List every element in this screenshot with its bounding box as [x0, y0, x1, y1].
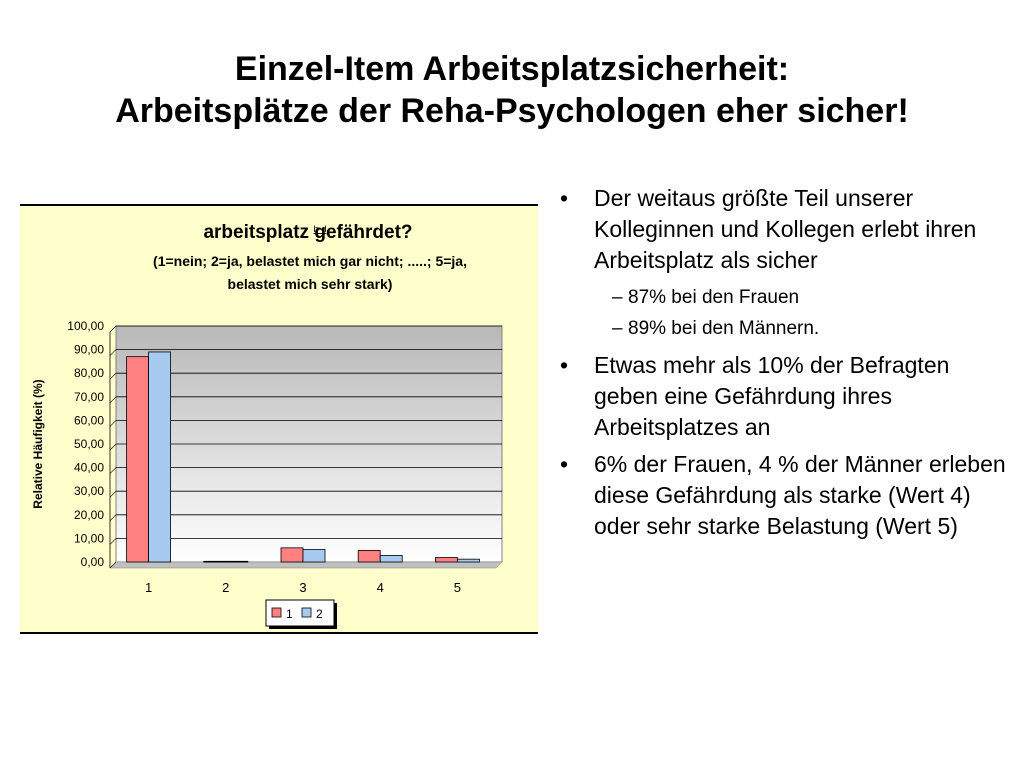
bullet-dot: • [560, 352, 569, 378]
sub-bullet-text: 89% bei den Männern. [628, 318, 820, 339]
gridline-depth [109, 349, 117, 356]
bullet-text: Etwas mehr als 10% der Befragten geben e… [594, 352, 950, 440]
slide-title-line1: Einzel-Item Arbeitsplatzsicherheit: [234, 50, 790, 88]
plot-floor [109, 561, 503, 569]
bar-series1-cat2 [203, 560, 227, 563]
chart-subtitle-line2: belastet mich sehr stark) [228, 276, 393, 292]
gridline-depth [109, 443, 117, 451]
y-tick-label: 50,00 [74, 437, 104, 451]
bar-series1-cat4 [357, 550, 381, 563]
slide-title-line2: Arbeitsplätze der Reha-Psychologen eher … [115, 92, 909, 130]
legend-label-2: 2 [316, 607, 323, 621]
bar-series2-cat2 [225, 560, 249, 563]
bullet-item-2: • Etwas mehr als 10% der Befragten geben… [556, 350, 1016, 443]
chart-subtitle-line1: (1=nein; 2=ja, belastet mich gar nicht; … [153, 253, 467, 269]
bullet-item-3: • 6% der Frauen, 4 % der Männer erleben … [556, 449, 1016, 542]
bar-series1-cat3 [280, 547, 304, 563]
x-tick-label: 1 [145, 580, 152, 595]
x-tick-label: 3 [299, 580, 306, 595]
slide-title: Einzel-Item Arbeitsplatzsicherheit: Arbe… [0, 48, 1024, 132]
bullet-item-1: • Der weitaus größte Teil unserer Kolleg… [556, 183, 1016, 276]
bullet-list: • Der weitaus größte Teil unserer Kolleg… [556, 183, 1016, 548]
chart-title-overlay: b-d [313, 224, 326, 234]
x-tick-label: 2 [222, 580, 229, 595]
y-tick-label: 90,00 [74, 343, 104, 357]
chart-panel: arbeitsplatz gefährdet? b-d (1=nein; 2=ja,… [20, 204, 538, 634]
y-tick-label: 10,00 [74, 531, 104, 545]
y-tick-label: 60,00 [74, 413, 104, 427]
y-tick-label: 40,00 [74, 461, 104, 475]
dash-marker: – [612, 318, 623, 339]
bar-series2-cat4 [379, 554, 403, 563]
x-tick-label: 4 [377, 580, 384, 595]
gridline-depth [109, 467, 117, 474]
legend-swatch-2 [301, 607, 312, 618]
gridline-depth [109, 420, 117, 427]
chart-title: arbeitsplatz gefährdet? [203, 222, 412, 243]
sub-bullet-1: – 87% bei den Frauen [556, 282, 1016, 313]
bar-series2-cat5 [456, 558, 480, 563]
bar-chart: arbeitsplatz gefährdet?b-d (1=nein; 2=ja,… [31, 222, 503, 629]
gridline-depth [109, 372, 117, 380]
bullet-dot: • [560, 451, 569, 477]
gridline-depth [109, 490, 117, 498]
legend-swatch-1 [271, 607, 282, 618]
dash-marker: – [612, 287, 623, 308]
bar-series2-cat1 [148, 351, 172, 563]
gridline-depth [109, 538, 117, 545]
gridline-depth [109, 396, 117, 404]
bullet-text: Der weitaus größte Teil unserer Kollegin… [594, 185, 977, 273]
y-tick-label: 80,00 [74, 366, 104, 380]
legend-label-1: 1 [286, 607, 293, 621]
sub-bullet-text: 87% bei den Frauen [628, 287, 800, 308]
y-tick-label: 0,00 [81, 555, 105, 569]
gridline-depth [109, 325, 117, 333]
sub-bullet-2: – 89% bei den Männern. [556, 313, 1016, 344]
bullet-text: 6% der Frauen, 4 % der Männer erleben di… [594, 451, 1006, 539]
y-tick-label: 100,00 [67, 319, 104, 333]
bar-series2-cat3 [302, 549, 326, 563]
y-tick-label: 20,00 [74, 508, 104, 522]
y-tick-label: 30,00 [74, 484, 104, 498]
x-tick-label: 5 [454, 580, 461, 595]
gridline-depth [109, 514, 117, 522]
bullet-dot: • [560, 185, 569, 211]
y-axis-label: Relative Häufigkeit (%) [31, 379, 45, 508]
gridline-depth [109, 561, 117, 569]
bar-series1-cat1 [126, 356, 149, 563]
y-tick-label: 70,00 [74, 390, 104, 404]
legend-box [265, 599, 335, 627]
bar-series1-cat5 [434, 557, 458, 563]
